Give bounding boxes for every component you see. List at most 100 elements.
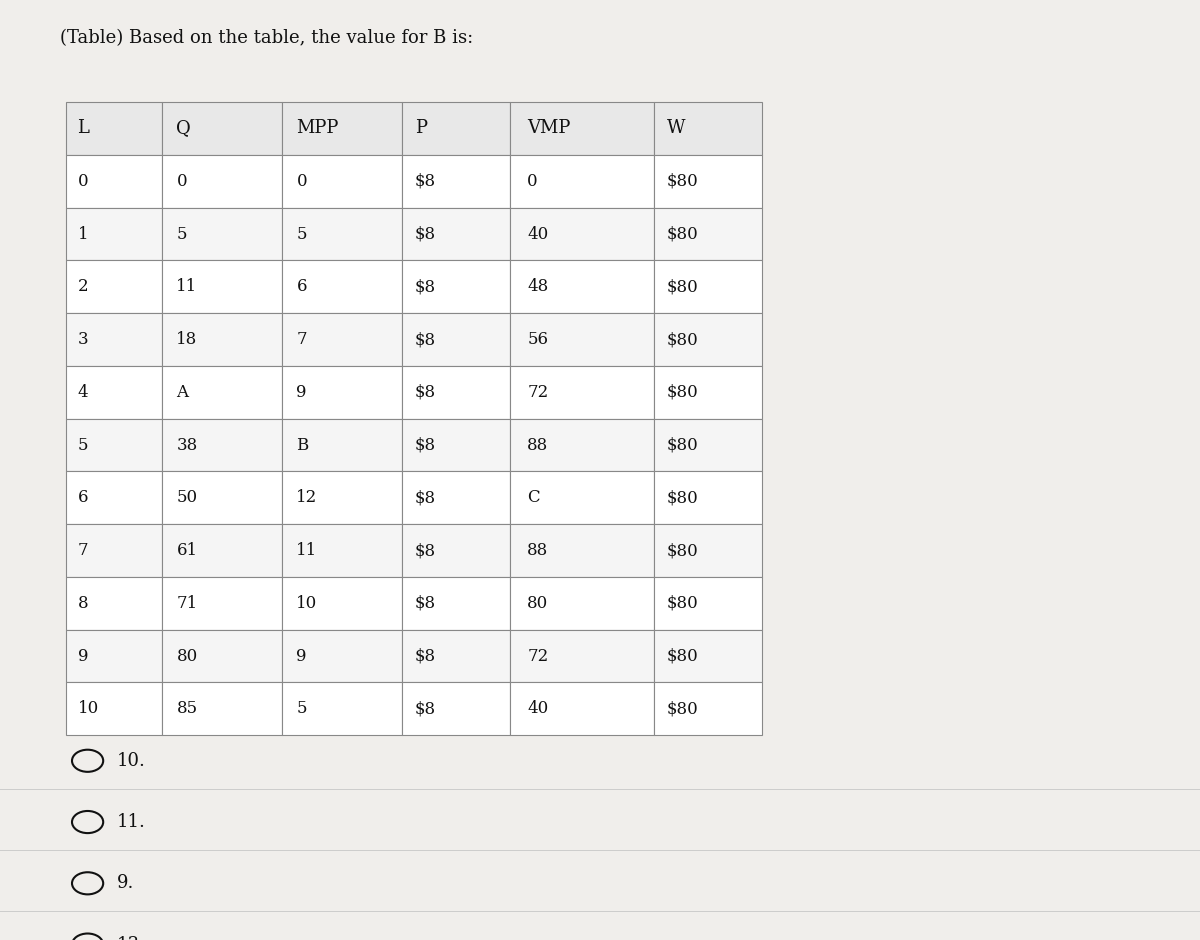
Bar <box>510 418 654 472</box>
Bar <box>510 155 654 208</box>
Text: 4: 4 <box>78 384 88 400</box>
Text: $8: $8 <box>415 226 436 243</box>
Bar <box>510 682 654 735</box>
Bar <box>162 472 282 525</box>
Text: $8: $8 <box>415 595 436 612</box>
Bar <box>66 525 162 577</box>
Text: C: C <box>527 490 540 507</box>
Bar <box>162 208 282 260</box>
Bar <box>654 155 762 208</box>
Bar <box>282 366 402 418</box>
Bar <box>162 155 282 208</box>
Text: $8: $8 <box>415 542 436 559</box>
Bar <box>510 577 654 630</box>
Text: 10: 10 <box>296 595 318 612</box>
Bar <box>510 102 654 155</box>
Text: 5: 5 <box>296 700 307 717</box>
Text: $8: $8 <box>415 436 436 454</box>
Bar <box>654 313 762 366</box>
Text: 0: 0 <box>296 173 307 190</box>
Text: 7: 7 <box>78 542 88 559</box>
Text: $80: $80 <box>667 490 698 507</box>
Text: 50: 50 <box>176 490 198 507</box>
Bar <box>66 630 162 682</box>
Text: 9: 9 <box>78 648 88 665</box>
Bar <box>66 577 162 630</box>
Bar <box>66 260 162 313</box>
Text: 5: 5 <box>78 436 88 454</box>
Text: 0: 0 <box>527 173 538 190</box>
Bar <box>654 630 762 682</box>
Bar <box>510 260 654 313</box>
Bar <box>162 525 282 577</box>
Text: 9: 9 <box>296 648 307 665</box>
Bar <box>654 472 762 525</box>
Text: 48: 48 <box>527 278 548 295</box>
Bar <box>162 418 282 472</box>
Text: 80: 80 <box>176 648 198 665</box>
Bar <box>402 418 510 472</box>
Text: 13.: 13. <box>116 935 145 940</box>
Text: VMP: VMP <box>527 119 571 137</box>
Text: 11.: 11. <box>116 813 145 831</box>
Text: 10.: 10. <box>116 752 145 770</box>
Text: $8: $8 <box>415 331 436 348</box>
Text: 18: 18 <box>176 331 198 348</box>
Bar <box>402 630 510 682</box>
Bar <box>402 366 510 418</box>
Text: (Table) Based on the table, the value for B is:: (Table) Based on the table, the value fo… <box>60 29 473 47</box>
Bar <box>282 630 402 682</box>
Text: 8: 8 <box>78 595 88 612</box>
Bar <box>402 525 510 577</box>
Bar <box>282 577 402 630</box>
Bar <box>282 313 402 366</box>
Text: $80: $80 <box>667 648 698 665</box>
Bar <box>510 366 654 418</box>
Bar <box>282 260 402 313</box>
Text: 12: 12 <box>296 490 318 507</box>
Text: 88: 88 <box>527 436 548 454</box>
Bar <box>402 208 510 260</box>
Text: L: L <box>78 119 89 137</box>
Bar <box>654 102 762 155</box>
Text: $8: $8 <box>415 490 436 507</box>
Text: 88: 88 <box>527 542 548 559</box>
Bar <box>402 472 510 525</box>
Text: $80: $80 <box>667 595 698 612</box>
Text: $8: $8 <box>415 278 436 295</box>
Text: $80: $80 <box>667 278 698 295</box>
Text: 80: 80 <box>527 595 548 612</box>
Text: MPP: MPP <box>296 119 338 137</box>
Text: 5: 5 <box>176 226 187 243</box>
Text: $80: $80 <box>667 436 698 454</box>
Bar <box>162 682 282 735</box>
Bar <box>162 260 282 313</box>
Bar <box>282 208 402 260</box>
Bar <box>162 577 282 630</box>
Bar <box>162 102 282 155</box>
Bar <box>282 472 402 525</box>
Bar <box>282 102 402 155</box>
Bar <box>162 313 282 366</box>
Bar <box>66 208 162 260</box>
Text: $80: $80 <box>667 331 698 348</box>
Bar <box>510 313 654 366</box>
Text: $80: $80 <box>667 226 698 243</box>
Bar <box>654 577 762 630</box>
Text: A: A <box>176 384 188 400</box>
Bar <box>66 313 162 366</box>
Bar <box>66 155 162 208</box>
Bar <box>402 682 510 735</box>
Bar <box>66 366 162 418</box>
Bar <box>402 155 510 208</box>
Bar <box>654 260 762 313</box>
Text: 11: 11 <box>296 542 318 559</box>
Text: $8: $8 <box>415 173 436 190</box>
Text: 56: 56 <box>527 331 548 348</box>
Bar <box>66 102 162 155</box>
Bar <box>510 208 654 260</box>
Text: $8: $8 <box>415 648 436 665</box>
Text: $8: $8 <box>415 384 436 400</box>
Text: 40: 40 <box>527 226 548 243</box>
Text: 0: 0 <box>78 173 88 190</box>
